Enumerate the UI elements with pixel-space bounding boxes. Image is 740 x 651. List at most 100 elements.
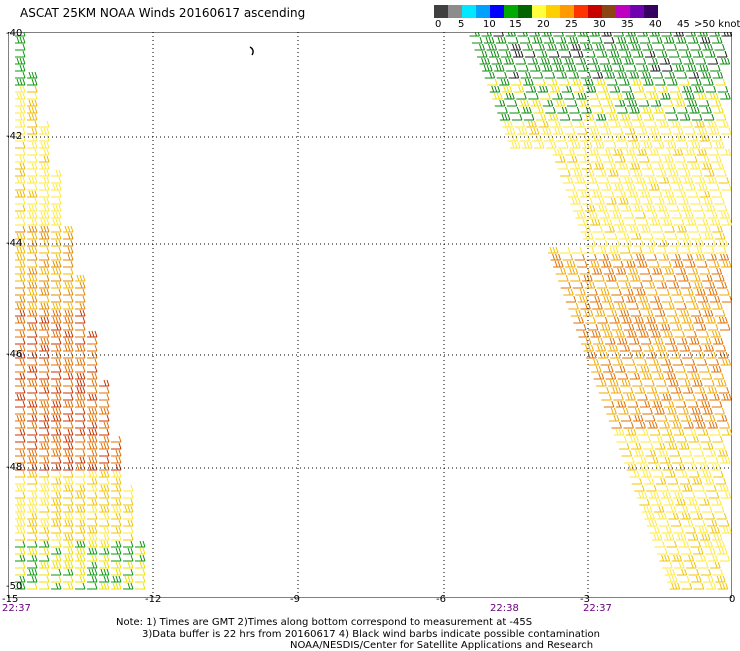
wind-barb <box>702 407 713 415</box>
wind-barb <box>15 274 26 282</box>
lat-label: -50 <box>6 581 23 592</box>
wind-barb <box>615 36 627 44</box>
wind-barb <box>87 386 98 394</box>
wind-barb <box>75 554 86 562</box>
wind-barb <box>683 57 695 65</box>
wind-barb <box>709 260 720 268</box>
wind-barb <box>559 78 570 86</box>
wind-barb <box>717 239 728 247</box>
wind-barb <box>600 358 612 366</box>
wind-barb <box>594 43 605 51</box>
wind-barb <box>63 456 74 464</box>
wind-barb <box>564 148 576 156</box>
wind-barb <box>644 512 655 520</box>
wind-barb <box>710 99 722 107</box>
wind-barb <box>625 183 636 191</box>
wind-barb <box>51 197 62 205</box>
wind-barb <box>666 232 678 240</box>
wind-barb <box>654 309 666 317</box>
legend-label: 40 <box>649 19 662 30</box>
wind-barb <box>697 428 709 436</box>
wind-barb <box>111 505 122 513</box>
wind-barb <box>15 78 26 86</box>
wind-barb <box>507 36 519 44</box>
wind-barb <box>680 169 691 177</box>
wind-barb <box>63 407 74 415</box>
wind-barb <box>632 414 644 422</box>
wind-barb <box>27 176 38 184</box>
wind-barb <box>87 365 98 373</box>
wind-barb <box>659 554 671 562</box>
wind-barb <box>15 141 26 149</box>
wind-barb <box>99 498 110 506</box>
wind-barb <box>541 32 552 37</box>
wind-barb <box>607 344 619 352</box>
wind-barb <box>637 32 648 37</box>
wind-barb <box>702 232 714 240</box>
wind-barb <box>51 456 62 464</box>
wind-barb <box>587 288 598 296</box>
wind-barb <box>687 267 699 275</box>
wind-barb <box>673 218 685 226</box>
wind-barb <box>682 253 694 261</box>
wind-barb <box>700 225 711 233</box>
wind-barb <box>491 57 503 65</box>
wind-barb <box>710 330 721 338</box>
wind-barb <box>15 295 26 303</box>
wind-barb <box>606 232 618 240</box>
wind-barb <box>615 365 626 373</box>
wind-barb <box>644 379 655 387</box>
wind-barb <box>135 554 146 562</box>
wind-barb <box>668 169 679 177</box>
wind-barb <box>15 176 26 184</box>
wind-barb <box>75 344 86 352</box>
wind-barb <box>15 36 26 44</box>
wind-barb <box>51 393 62 401</box>
wind-barb <box>695 421 706 429</box>
wind-barb <box>75 372 86 380</box>
wind-barb <box>616 225 627 233</box>
wind-barb <box>716 281 728 289</box>
wind-barb <box>675 498 686 506</box>
wind-barb <box>608 379 619 387</box>
wind-barb <box>610 176 622 184</box>
wind-barb <box>578 99 590 107</box>
wind-barb <box>625 218 637 226</box>
wind-barb <box>702 141 713 149</box>
wind-barb <box>608 246 619 254</box>
wind-barb <box>692 512 703 520</box>
wind-barb <box>603 190 615 198</box>
wind-barb <box>27 561 38 569</box>
wind-barb <box>39 225 50 233</box>
wind-barb <box>641 505 653 513</box>
wind-barb <box>645 316 656 324</box>
wind-barb <box>699 365 710 373</box>
wind-barb <box>15 190 26 198</box>
wind-barb <box>712 225 723 233</box>
wind-barb <box>653 162 665 170</box>
wind-barb <box>63 365 74 373</box>
wind-barb <box>624 92 635 100</box>
wind-barb <box>571 113 583 121</box>
wind-barb <box>519 36 531 44</box>
wind-barb <box>51 505 62 513</box>
wind-barb <box>710 561 721 569</box>
legend-label: 45 <box>677 19 690 30</box>
wind-barb <box>75 491 86 499</box>
wind-barb <box>677 106 688 114</box>
wind-barb <box>575 57 587 65</box>
wind-barb <box>123 484 134 492</box>
wind-barb <box>717 547 728 555</box>
wind-barb <box>135 561 146 569</box>
wind-barb <box>671 288 682 296</box>
wind-barb <box>617 106 628 114</box>
wind-barb <box>630 274 641 282</box>
wind-barb <box>529 32 540 37</box>
wind-barb <box>531 36 543 44</box>
wind-barb <box>572 281 584 289</box>
wind-barb <box>650 463 662 471</box>
wind-barb <box>15 309 26 317</box>
wind-barb <box>707 421 718 429</box>
wind-barb <box>63 372 74 380</box>
wind-barb <box>99 484 110 492</box>
